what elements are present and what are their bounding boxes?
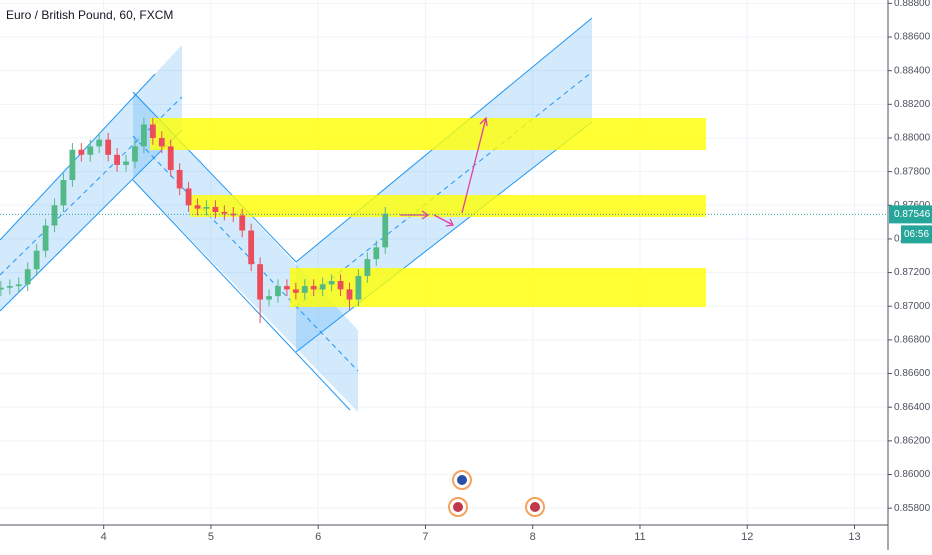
candle-body (140, 124, 147, 147)
candle-body (60, 180, 67, 206)
x-tick-label: 5 (208, 531, 214, 543)
candle-body (123, 161, 129, 165)
candle-body (203, 206, 210, 209)
candle-body (105, 139, 112, 155)
x-tick-label: 7 (422, 531, 428, 543)
channel (133, 92, 358, 412)
last-price-label: 0.87546 (894, 209, 931, 220)
candle-body (42, 225, 49, 251)
x-tick-label: 12 (741, 531, 753, 543)
candle-body (114, 154, 120, 165)
candle-body (230, 213, 237, 216)
y-tick-label: 0.88200 (894, 99, 931, 110)
candle-body (51, 205, 58, 226)
y-tick-label: 0.88000 (894, 133, 931, 144)
y-tick-label: 0.85800 (894, 503, 931, 514)
candle-body (257, 264, 264, 300)
candle-body (328, 281, 335, 285)
event-icon (530, 502, 540, 512)
x-tick-label: 8 (530, 531, 536, 543)
y-tick-label: 0.87200 (894, 267, 931, 278)
candle-body (0, 287, 4, 290)
price-axis (888, 0, 932, 550)
channel-mid (0, 96, 183, 276)
candle-body (382, 213, 389, 248)
candle-body (301, 286, 308, 293)
x-tick-label: 4 (101, 531, 107, 543)
x-tick-label: 6 (315, 531, 321, 543)
x-tick-label: 13 (848, 531, 860, 543)
zone (290, 268, 706, 307)
candle-body (6, 286, 13, 288)
channel-line (0, 73, 156, 241)
event-icon (457, 475, 467, 485)
x-tick-label: 11 (634, 531, 645, 543)
candle-body (149, 124, 156, 138)
y-tick-label: 0.86600 (894, 368, 931, 379)
candle-body (87, 146, 94, 155)
countdown-box (901, 225, 932, 244)
candle-body (176, 169, 183, 189)
y-tick-label: 0.87000 (894, 301, 931, 312)
candle-body (337, 281, 344, 290)
candle-body (373, 247, 380, 260)
y-tick-label: 0.88600 (894, 32, 931, 43)
candle-body (364, 259, 371, 276)
candle-body (266, 296, 272, 300)
chart-title: Euro / British Pound, 60, FXCM (6, 8, 173, 22)
y-tick-label: 0.86800 (894, 335, 931, 346)
zone (190, 195, 706, 217)
countdown-label: 06:56 (904, 229, 929, 240)
candle-body (132, 146, 138, 162)
candle-body (239, 215, 246, 231)
channel-line (295, 121, 593, 353)
axes: 0.88800 0.88600 0.88400 0.88200 0.88000 0.878… (0, 0, 932, 543)
candle-body (33, 250, 40, 270)
event-icon (453, 502, 463, 512)
events (448, 470, 545, 517)
y-tick-label: 0.86400 (894, 402, 931, 413)
arrows (400, 116, 488, 227)
candle-body (15, 284, 22, 287)
candle-body (221, 212, 228, 214)
candle-body (158, 137, 165, 147)
y-tick-label: 0.88800 (894, 0, 931, 9)
candle-body (355, 275, 362, 300)
y-tick-label: 0.86200 (894, 436, 931, 447)
candle-body (310, 286, 317, 290)
drawings (0, 17, 706, 412)
candle-body (167, 146, 174, 170)
y-tick-label: 0.86000 (894, 469, 931, 480)
candle-body (24, 269, 31, 285)
candle-body (96, 139, 103, 147)
candle-body (248, 230, 255, 265)
arrow (400, 210, 430, 220)
channel-line (132, 179, 351, 411)
candle-body (78, 149, 85, 155)
candle-body (319, 284, 326, 290)
candle-body (284, 286, 290, 290)
candle-body (275, 286, 281, 297)
candles (0, 117, 389, 324)
arrow (433, 214, 454, 227)
candle-body (346, 289, 353, 300)
candle-body (185, 188, 192, 206)
zone (150, 118, 706, 150)
y-tick-label: 0.87800 (894, 166, 931, 177)
arrow (461, 116, 488, 214)
last-price-box (889, 205, 932, 224)
y-tick-label: 0.88400 (894, 65, 931, 76)
candle-body (194, 205, 201, 209)
candle-body (292, 289, 299, 293)
candle-body (212, 206, 219, 213)
candle-body (69, 149, 76, 181)
